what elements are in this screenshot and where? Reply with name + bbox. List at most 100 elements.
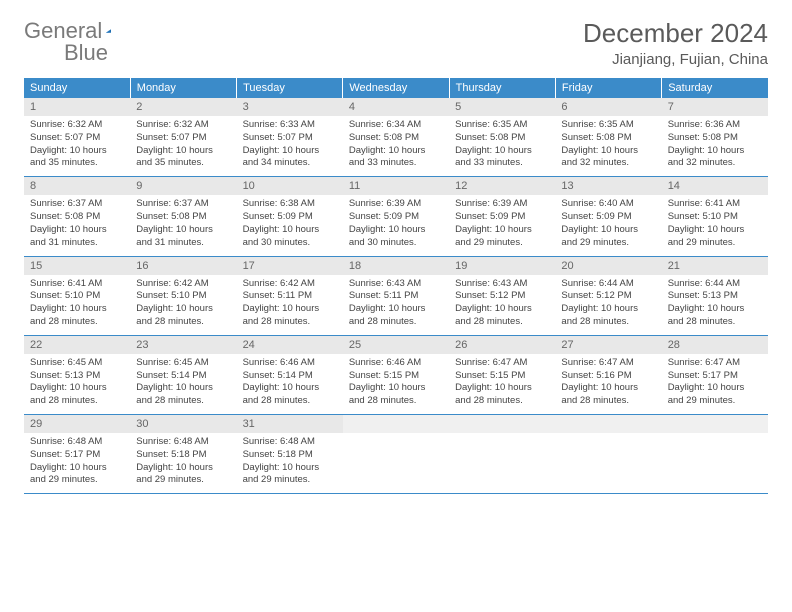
day-details: Sunrise: 6:39 AMSunset: 5:09 PMDaylight:…	[449, 195, 555, 255]
day-details: Sunrise: 6:45 AMSunset: 5:14 PMDaylight:…	[130, 354, 236, 414]
day-number: 24	[237, 336, 343, 354]
day-number: 26	[449, 336, 555, 354]
day-cell: 31Sunrise: 6:48 AMSunset: 5:18 PMDayligh…	[237, 415, 343, 494]
day-number: 11	[343, 177, 449, 195]
day-cell	[449, 415, 555, 494]
day-details: Sunrise: 6:41 AMSunset: 5:10 PMDaylight:…	[24, 275, 130, 335]
day-cell: 10Sunrise: 6:38 AMSunset: 5:09 PMDayligh…	[237, 177, 343, 256]
day-number: 13	[555, 177, 661, 195]
day-number: 23	[130, 336, 236, 354]
day-details: Sunrise: 6:37 AMSunset: 5:08 PMDaylight:…	[24, 195, 130, 255]
day-cell: 15Sunrise: 6:41 AMSunset: 5:10 PMDayligh…	[24, 256, 130, 335]
day-cell: 7Sunrise: 6:36 AMSunset: 5:08 PMDaylight…	[662, 98, 768, 177]
title-block: December 2024 Jianjiang, Fujian, China	[583, 18, 768, 68]
dow-header-cell: Saturday	[662, 78, 768, 98]
day-cell: 24Sunrise: 6:46 AMSunset: 5:14 PMDayligh…	[237, 335, 343, 414]
day-cell: 27Sunrise: 6:47 AMSunset: 5:16 PMDayligh…	[555, 335, 661, 414]
day-details: Sunrise: 6:47 AMSunset: 5:15 PMDaylight:…	[449, 354, 555, 414]
day-number: 30	[130, 415, 236, 433]
day-cell: 20Sunrise: 6:44 AMSunset: 5:12 PMDayligh…	[555, 256, 661, 335]
day-number: 15	[24, 257, 130, 275]
day-details: Sunrise: 6:38 AMSunset: 5:09 PMDaylight:…	[237, 195, 343, 255]
day-cell: 3Sunrise: 6:33 AMSunset: 5:07 PMDaylight…	[237, 98, 343, 177]
day-number: 3	[237, 98, 343, 116]
day-cell	[662, 415, 768, 494]
day-cell: 8Sunrise: 6:37 AMSunset: 5:08 PMDaylight…	[24, 177, 130, 256]
week-row: 1Sunrise: 6:32 AMSunset: 5:07 PMDaylight…	[24, 98, 768, 177]
day-number: 18	[343, 257, 449, 275]
dow-header-cell: Monday	[130, 78, 236, 98]
day-cell: 22Sunrise: 6:45 AMSunset: 5:13 PMDayligh…	[24, 335, 130, 414]
header: General Blue December 2024 Jianjiang, Fu…	[24, 18, 768, 68]
day-details: Sunrise: 6:39 AMSunset: 5:09 PMDaylight:…	[343, 195, 449, 255]
day-cell: 28Sunrise: 6:47 AMSunset: 5:17 PMDayligh…	[662, 335, 768, 414]
day-details: Sunrise: 6:48 AMSunset: 5:17 PMDaylight:…	[24, 433, 130, 493]
day-cell: 21Sunrise: 6:44 AMSunset: 5:13 PMDayligh…	[662, 256, 768, 335]
day-details: Sunrise: 6:43 AMSunset: 5:12 PMDaylight:…	[449, 275, 555, 335]
day-number: 25	[343, 336, 449, 354]
day-cell: 26Sunrise: 6:47 AMSunset: 5:15 PMDayligh…	[449, 335, 555, 414]
week-row: 22Sunrise: 6:45 AMSunset: 5:13 PMDayligh…	[24, 335, 768, 414]
day-details: Sunrise: 6:32 AMSunset: 5:07 PMDaylight:…	[24, 116, 130, 176]
logo-text-2: Blue	[64, 40, 108, 66]
day-details: Sunrise: 6:36 AMSunset: 5:08 PMDaylight:…	[662, 116, 768, 176]
day-details: Sunrise: 6:46 AMSunset: 5:14 PMDaylight:…	[237, 354, 343, 414]
day-cell: 16Sunrise: 6:42 AMSunset: 5:10 PMDayligh…	[130, 256, 236, 335]
day-details: Sunrise: 6:40 AMSunset: 5:09 PMDaylight:…	[555, 195, 661, 255]
dow-header-cell: Thursday	[449, 78, 555, 98]
day-cell: 5Sunrise: 6:35 AMSunset: 5:08 PMDaylight…	[449, 98, 555, 177]
day-number: 29	[24, 415, 130, 433]
day-details: Sunrise: 6:44 AMSunset: 5:12 PMDaylight:…	[555, 275, 661, 335]
day-details: Sunrise: 6:34 AMSunset: 5:08 PMDaylight:…	[343, 116, 449, 176]
day-number: 19	[449, 257, 555, 275]
day-cell: 12Sunrise: 6:39 AMSunset: 5:09 PMDayligh…	[449, 177, 555, 256]
day-details: Sunrise: 6:46 AMSunset: 5:15 PMDaylight:…	[343, 354, 449, 414]
week-row: 15Sunrise: 6:41 AMSunset: 5:10 PMDayligh…	[24, 256, 768, 335]
day-cell: 13Sunrise: 6:40 AMSunset: 5:09 PMDayligh…	[555, 177, 661, 256]
day-cell: 14Sunrise: 6:41 AMSunset: 5:10 PMDayligh…	[662, 177, 768, 256]
day-number: 2	[130, 98, 236, 116]
day-number: 16	[130, 257, 236, 275]
day-number: 31	[237, 415, 343, 433]
day-details: Sunrise: 6:41 AMSunset: 5:10 PMDaylight:…	[662, 195, 768, 255]
day-number: 22	[24, 336, 130, 354]
day-number: 12	[449, 177, 555, 195]
day-cell: 2Sunrise: 6:32 AMSunset: 5:07 PMDaylight…	[130, 98, 236, 177]
logo-line2: Blue	[24, 40, 108, 66]
day-cell: 29Sunrise: 6:48 AMSunset: 5:17 PMDayligh…	[24, 415, 130, 494]
day-details: Sunrise: 6:48 AMSunset: 5:18 PMDaylight:…	[130, 433, 236, 493]
day-cell: 19Sunrise: 6:43 AMSunset: 5:12 PMDayligh…	[449, 256, 555, 335]
calendar-table: SundayMondayTuesdayWednesdayThursdayFrid…	[24, 78, 768, 494]
month-title: December 2024	[583, 18, 768, 49]
day-details: Sunrise: 6:47 AMSunset: 5:17 PMDaylight:…	[662, 354, 768, 414]
day-number: 17	[237, 257, 343, 275]
day-number: 1	[24, 98, 130, 116]
day-details: Sunrise: 6:35 AMSunset: 5:08 PMDaylight:…	[449, 116, 555, 176]
day-cell	[555, 415, 661, 494]
day-number: 9	[130, 177, 236, 195]
day-details: Sunrise: 6:48 AMSunset: 5:18 PMDaylight:…	[237, 433, 343, 493]
day-cell: 23Sunrise: 6:45 AMSunset: 5:14 PMDayligh…	[130, 335, 236, 414]
location: Jianjiang, Fujian, China	[583, 51, 768, 68]
day-cell: 25Sunrise: 6:46 AMSunset: 5:15 PMDayligh…	[343, 335, 449, 414]
day-details: Sunrise: 6:42 AMSunset: 5:11 PMDaylight:…	[237, 275, 343, 335]
dow-header-cell: Tuesday	[237, 78, 343, 98]
week-row: 29Sunrise: 6:48 AMSunset: 5:17 PMDayligh…	[24, 415, 768, 494]
day-number: 10	[237, 177, 343, 195]
day-cell: 17Sunrise: 6:42 AMSunset: 5:11 PMDayligh…	[237, 256, 343, 335]
day-details: Sunrise: 6:37 AMSunset: 5:08 PMDaylight:…	[130, 195, 236, 255]
day-cell: 11Sunrise: 6:39 AMSunset: 5:09 PMDayligh…	[343, 177, 449, 256]
day-cell: 9Sunrise: 6:37 AMSunset: 5:08 PMDaylight…	[130, 177, 236, 256]
day-details: Sunrise: 6:42 AMSunset: 5:10 PMDaylight:…	[130, 275, 236, 335]
day-cell: 4Sunrise: 6:34 AMSunset: 5:08 PMDaylight…	[343, 98, 449, 177]
day-details: Sunrise: 6:47 AMSunset: 5:16 PMDaylight:…	[555, 354, 661, 414]
day-cell: 1Sunrise: 6:32 AMSunset: 5:07 PMDaylight…	[24, 98, 130, 177]
day-number: 7	[662, 98, 768, 116]
day-details: Sunrise: 6:44 AMSunset: 5:13 PMDaylight:…	[662, 275, 768, 335]
dow-header-cell: Sunday	[24, 78, 130, 98]
day-number: 14	[662, 177, 768, 195]
day-number: 28	[662, 336, 768, 354]
day-cell: 6Sunrise: 6:35 AMSunset: 5:08 PMDaylight…	[555, 98, 661, 177]
day-number: 20	[555, 257, 661, 275]
day-cell: 30Sunrise: 6:48 AMSunset: 5:18 PMDayligh…	[130, 415, 236, 494]
